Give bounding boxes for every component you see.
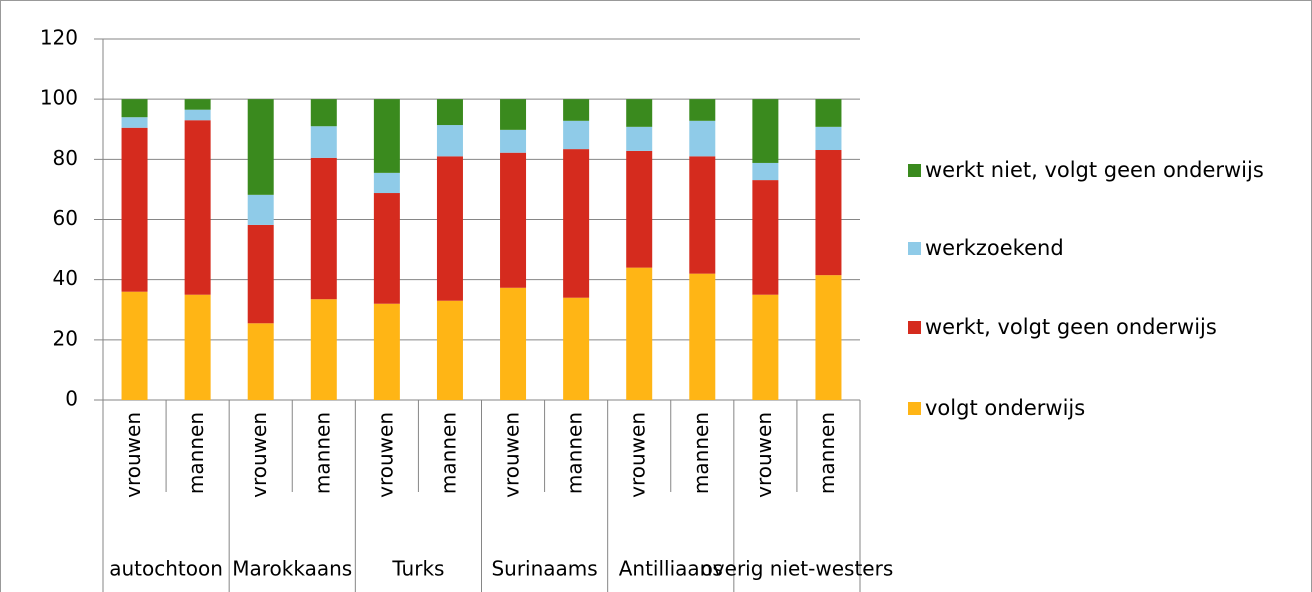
- bar-segment: [500, 287, 527, 400]
- legend-item: werkzoekend: [908, 231, 1310, 265]
- bar-segment: [563, 149, 590, 298]
- bar-segment: [563, 120, 590, 150]
- legend-label: werkt, volgt geen onderwijs: [925, 315, 1217, 339]
- bar-segment: [689, 273, 716, 400]
- legend-item: werkt niet, volgt geen onderwijs: [908, 153, 1310, 187]
- y-tick-label: 100: [40, 86, 78, 110]
- bar-segment: [373, 303, 400, 400]
- bar-segment: [373, 172, 400, 194]
- bar-segment: [373, 193, 400, 304]
- x-tick-label: vrouwen: [373, 412, 397, 498]
- bar-segment: [184, 294, 211, 400]
- bar-segment: [184, 109, 211, 121]
- bar-segment: [500, 129, 527, 153]
- y-tick-label: 120: [40, 26, 78, 50]
- bar-segment: [121, 127, 148, 292]
- group-label: autochtoon: [109, 557, 223, 581]
- bar-segment: [500, 152, 527, 288]
- x-tick-label: mannen: [436, 412, 460, 494]
- bar-segment: [436, 300, 463, 400]
- group-label: Turks: [391, 557, 444, 581]
- legend-label: werkzoekend: [925, 236, 1064, 260]
- group-label: Surinaams: [491, 557, 597, 581]
- bar-segment: [121, 291, 148, 400]
- bar-segment: [815, 126, 842, 151]
- bar-segment: [752, 180, 779, 295]
- legend-swatch: [908, 402, 921, 415]
- bar-segment: [563, 297, 590, 400]
- bar-segment: [815, 99, 842, 127]
- bar-segment: [689, 156, 716, 274]
- x-tick-label: vrouwen: [247, 412, 271, 498]
- x-tick-label: vrouwen: [121, 412, 145, 498]
- bar-segment: [752, 162, 779, 181]
- bar-segment: [247, 194, 274, 225]
- x-tick-label: mannen: [184, 412, 208, 494]
- legend-swatch: [908, 164, 921, 177]
- legend-label: werkt niet, volgt geen onderwijs: [925, 158, 1264, 182]
- bar-segment: [436, 156, 463, 301]
- bar-segment: [247, 99, 274, 195]
- x-tick-label: mannen: [689, 412, 713, 494]
- bar-segment: [310, 126, 337, 158]
- bar-segment: [500, 99, 527, 130]
- bar-segment: [310, 99, 337, 127]
- bar-segment: [373, 99, 400, 173]
- group-label: Marokkaans: [232, 557, 352, 581]
- bar-segment: [121, 117, 148, 128]
- bar-segment: [815, 150, 842, 276]
- legend-item: werkt, volgt geen onderwijs: [908, 310, 1310, 344]
- bar-segment: [247, 224, 274, 324]
- bar-segment: [626, 99, 653, 127]
- bar-segment: [121, 99, 148, 118]
- bar-segment: [752, 99, 779, 163]
- legend-item: volgt onderwijs: [908, 391, 1310, 425]
- legend-swatch: [908, 242, 921, 255]
- bar-segment: [310, 299, 337, 400]
- y-tick-label: 0: [65, 387, 78, 411]
- y-tick-label: 60: [53, 206, 78, 230]
- group-label: overig niet-westers: [701, 557, 894, 581]
- legend-swatch: [908, 321, 921, 334]
- x-tick-label: vrouwen: [752, 412, 776, 498]
- y-tick-label: 40: [53, 266, 78, 290]
- x-tick-label: mannen: [310, 412, 334, 494]
- bar-segment: [184, 99, 211, 110]
- bar-segment: [436, 99, 463, 126]
- bar-segment: [626, 126, 653, 151]
- bar-segment: [184, 120, 211, 295]
- bar-segment: [815, 275, 842, 400]
- x-tick-label: mannen: [815, 412, 839, 494]
- bar-segment: [310, 157, 337, 300]
- bar-segment: [689, 99, 716, 121]
- bar-segment: [247, 323, 274, 400]
- bar-segment: [689, 120, 716, 157]
- bar-segment: [626, 150, 653, 268]
- x-tick-label: mannen: [563, 412, 587, 494]
- x-tick-label: vrouwen: [500, 412, 524, 498]
- bar-segment: [436, 125, 463, 157]
- bar-segment: [563, 99, 590, 121]
- bar-segment: [752, 294, 779, 400]
- y-tick-label: 80: [53, 146, 78, 170]
- group-label: Antilliaans: [619, 557, 723, 581]
- y-tick-label: 20: [53, 326, 78, 350]
- bar-segment: [626, 267, 653, 400]
- legend-label: volgt onderwijs: [925, 396, 1086, 420]
- x-tick-label: vrouwen: [626, 412, 650, 498]
